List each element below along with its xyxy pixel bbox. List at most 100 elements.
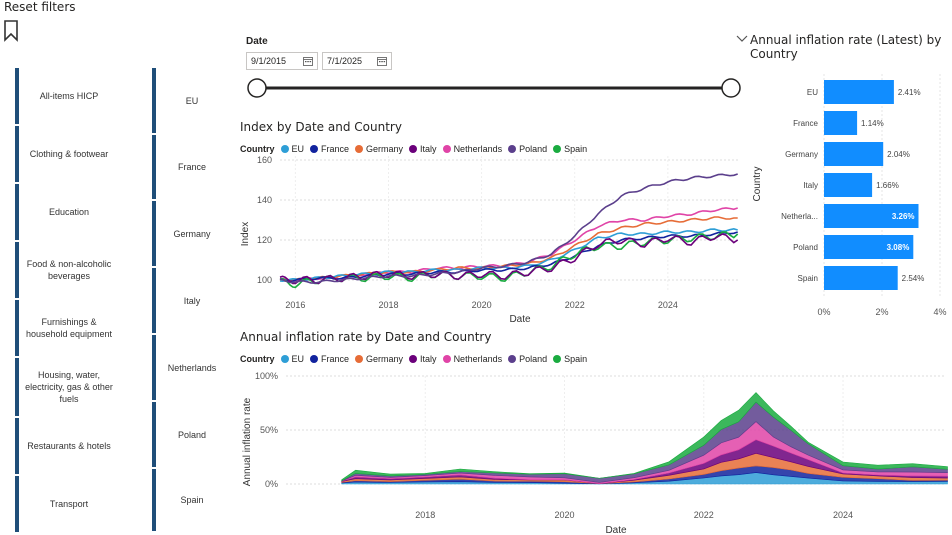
data-label: 3.26% — [892, 212, 915, 221]
legend-item[interactable]: Poland — [508, 354, 547, 364]
legend-item[interactable]: Spain — [553, 354, 587, 364]
category-slicer-item[interactable]: Education — [15, 184, 119, 240]
inflation-area-chart[interactable]: 0% 50% 100% 2018 2020 2022 2024 Date Annual infl… — [236, 366, 948, 535]
series-line-italy — [279, 233, 739, 285]
calendar-icon[interactable] — [377, 56, 387, 66]
inflation-chart-title: Annual inflation rate by Date and Countr… — [240, 330, 492, 344]
legend-item[interactable]: Germany — [355, 354, 403, 364]
category-slicer-item[interactable]: All-items HICP — [15, 68, 119, 124]
index-chart-title: Index by Date and Country — [240, 120, 402, 134]
x-tick-label: 0% — [817, 307, 830, 317]
x-tick-label: 2020 — [555, 510, 575, 520]
y-tick-label: 120 — [257, 235, 272, 245]
data-label: 2.04% — [887, 150, 910, 159]
category-slicer-item[interactable]: Clothing & footwear — [15, 126, 119, 182]
country-slicer-label: Germany — [173, 228, 211, 239]
legend-item[interactable]: Netherlands — [442, 144, 502, 154]
data-label: 1.14% — [861, 119, 884, 128]
series-line-netherlands — [279, 207, 738, 283]
legend-label: Spain — [564, 354, 588, 364]
country-slicer-item[interactable]: Poland — [152, 402, 228, 467]
slider-handle-end — [721, 78, 741, 98]
bar-3[interactable] — [824, 173, 873, 197]
bar-6[interactable] — [824, 266, 898, 290]
legend-item[interactable]: Spain — [553, 144, 587, 154]
country-slicer-item[interactable]: Italy — [152, 268, 228, 333]
country-slicer-item[interactable]: Netherlands — [152, 335, 228, 400]
y-tick-label: 140 — [257, 195, 272, 205]
y-tick-label: 0% — [265, 479, 278, 489]
category-slicer-label: Clothing & footwear — [29, 149, 109, 159]
category-slicer-label: All-items HICP — [39, 91, 99, 101]
legend-title: Country — [240, 354, 275, 364]
date-start-input[interactable]: 9/1/2015 — [246, 52, 318, 70]
data-label: 2.54% — [902, 274, 925, 283]
legend-item[interactable]: Germany — [355, 144, 403, 154]
data-label: 3.08% — [887, 243, 910, 252]
legend-marker — [553, 355, 562, 363]
date-end-input[interactable]: 7/1/2025 — [322, 52, 392, 70]
category-slicer-item[interactable]: Transport — [15, 476, 119, 532]
x-tick-label: 2022 — [565, 300, 585, 310]
x-axis-label: Date — [605, 525, 627, 535]
x-tick-label: 2% — [875, 307, 888, 317]
date-start-value: 9/1/2015 — [251, 56, 287, 66]
legend-label: Italy — [420, 354, 437, 364]
legend-label: Germany — [366, 354, 404, 364]
country-slicer-label: EU — [185, 95, 199, 106]
legend-label: Poland — [519, 144, 548, 154]
x-axis-label: Date — [509, 314, 531, 325]
country-slicer-label: France — [177, 162, 206, 172]
latest-inflation-bar-chart[interactable]: 0% 2% 4% Country EU 2.41% France 1.14% Germany 2.… — [748, 74, 952, 324]
country-slicer-item[interactable]: EU — [152, 68, 228, 133]
legend-label: Italy — [420, 144, 437, 154]
legend-label: Netherlands — [453, 354, 503, 364]
country-slicer-item[interactable]: Spain — [152, 469, 228, 531]
country-slicer-item[interactable]: Germany — [152, 201, 228, 266]
bar-5[interactable] — [824, 235, 914, 259]
date-range-slider[interactable] — [246, 76, 742, 100]
index-line-chart[interactable]: 100 120 140 160 2016 2018 2020 2022 2024 Date Inde… — [236, 156, 752, 328]
date-slicer-label: Date — [246, 36, 268, 47]
legend-marker — [442, 145, 451, 153]
country-slicer-label: Netherlands — [167, 362, 217, 373]
y-axis-label: Annual inflation rate — [242, 397, 253, 486]
legend-label: Germany — [366, 144, 404, 154]
country-slicer-item[interactable]: France — [152, 135, 228, 199]
legend-item[interactable]: Italy — [409, 354, 437, 364]
bar-0[interactable] — [824, 80, 894, 104]
legend-item[interactable]: Netherlands — [442, 354, 503, 364]
category-slicer-item[interactable]: Food & non-alcoholic beverages — [15, 242, 119, 298]
index-chart-legend: Country EU France Germany Italy Netherlands Po… — [240, 144, 587, 154]
category-slicer-label: Transport — [49, 499, 89, 509]
category-slicer-item[interactable]: Restaurants & hotels — [15, 418, 119, 474]
date-end-value: 7/1/2025 — [327, 56, 363, 66]
x-tick-label: 2024 — [658, 300, 678, 310]
category-slicer-item[interactable]: Furnishings & household equipment — [15, 300, 119, 356]
category-label: Netherla... — [781, 212, 818, 221]
country-slicer-label: Poland — [177, 429, 207, 440]
calendar-icon[interactable] — [303, 56, 313, 66]
chevron-down-icon[interactable] — [736, 34, 748, 44]
country-slicer-label: Italy — [183, 295, 201, 306]
bookmark-icon[interactable] — [3, 20, 19, 42]
reset-filters-button[interactable]: Reset filters — [4, 0, 76, 14]
legend-item[interactable]: EU — [280, 354, 304, 364]
bar-2[interactable] — [824, 142, 884, 166]
legend-item[interactable]: France — [310, 354, 349, 364]
y-axis-label: Index — [240, 222, 251, 246]
category-slicer-item[interactable]: Housing, water, electricity, gas & other… — [15, 358, 119, 416]
x-tick-label: 2018 — [378, 300, 398, 310]
bar-1[interactable] — [824, 111, 858, 135]
legend-item[interactable]: Poland — [508, 144, 547, 154]
country-slicer-label: Spain — [180, 495, 204, 505]
y-tick-label: 160 — [257, 156, 272, 165]
legend-marker — [508, 355, 517, 363]
series-line-eu — [279, 227, 738, 283]
legend-marker — [409, 145, 418, 153]
legend-item[interactable]: France — [310, 144, 349, 154]
legend-item[interactable]: Italy — [409, 144, 437, 154]
bar-4[interactable] — [824, 204, 919, 228]
legend-item[interactable]: EU — [280, 144, 304, 154]
legend-label: Spain — [564, 144, 588, 154]
